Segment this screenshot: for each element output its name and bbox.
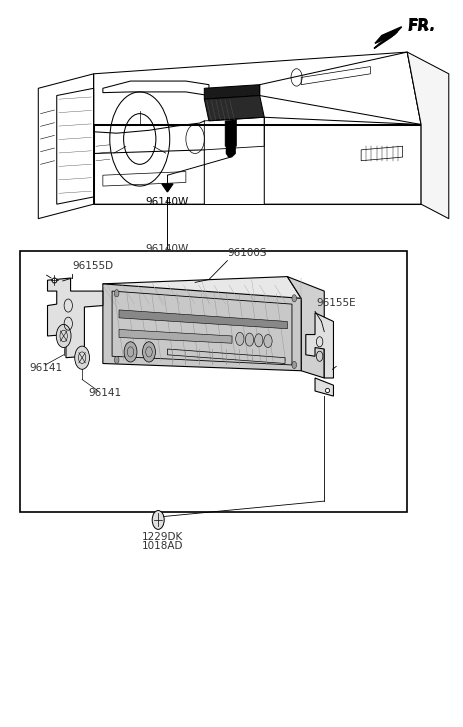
Polygon shape <box>103 284 300 371</box>
Polygon shape <box>204 95 264 121</box>
Text: 1229DK: 1229DK <box>142 531 183 542</box>
Polygon shape <box>225 119 236 157</box>
Circle shape <box>291 294 296 302</box>
Polygon shape <box>374 27 401 44</box>
Text: 96155E: 96155E <box>315 299 355 308</box>
Polygon shape <box>162 184 173 192</box>
Polygon shape <box>407 52 448 219</box>
Bar <box>20 252 407 512</box>
Circle shape <box>114 289 119 297</box>
Circle shape <box>142 342 155 362</box>
Circle shape <box>263 334 271 348</box>
Polygon shape <box>314 378 333 396</box>
Text: 1018AD: 1018AD <box>142 541 183 551</box>
Circle shape <box>235 332 244 345</box>
Circle shape <box>245 333 253 346</box>
Text: 96155D: 96155D <box>72 261 113 270</box>
Polygon shape <box>204 84 259 99</box>
Circle shape <box>114 356 119 364</box>
Polygon shape <box>373 32 396 49</box>
Text: 96141: 96141 <box>29 363 62 373</box>
Polygon shape <box>305 313 333 378</box>
Polygon shape <box>287 276 324 378</box>
Text: FR.: FR. <box>407 19 434 34</box>
Circle shape <box>56 324 71 348</box>
Circle shape <box>152 510 164 529</box>
Polygon shape <box>119 310 287 329</box>
Text: 96140W: 96140W <box>145 197 188 207</box>
Text: FR.: FR. <box>407 17 434 33</box>
Circle shape <box>124 342 137 362</box>
Polygon shape <box>47 278 103 358</box>
Text: 96141: 96141 <box>88 388 121 398</box>
Text: 96140W: 96140W <box>145 244 188 254</box>
Polygon shape <box>103 276 300 305</box>
Text: 96100S: 96100S <box>227 248 266 258</box>
Polygon shape <box>119 329 232 343</box>
Circle shape <box>254 334 263 347</box>
Circle shape <box>75 346 89 369</box>
Circle shape <box>291 361 296 369</box>
